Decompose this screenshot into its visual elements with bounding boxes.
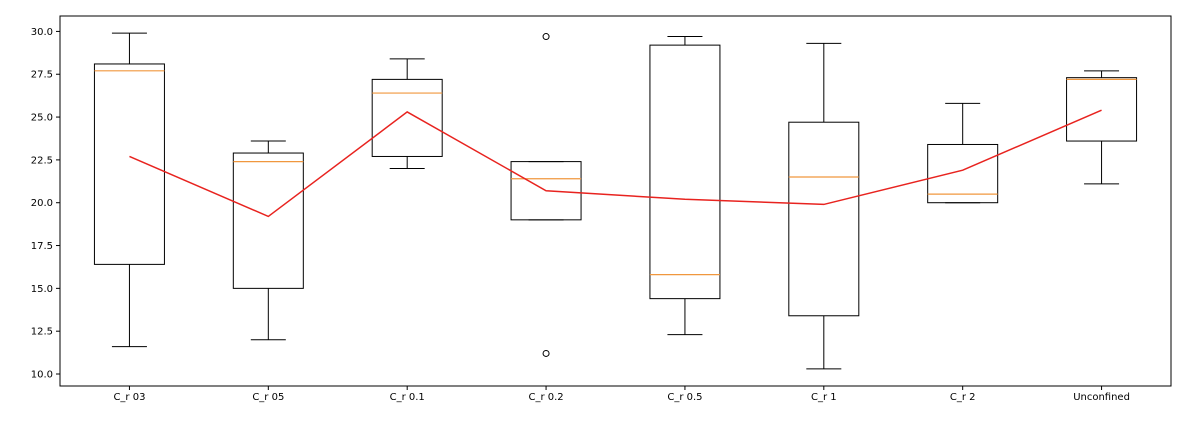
x-tick-label: C_r 03 bbox=[113, 392, 145, 403]
x-tick-label: Unconfined bbox=[1073, 392, 1130, 403]
box-iqr bbox=[232, 152, 304, 289]
y-tick-label: 17.5 bbox=[31, 241, 53, 252]
x-tick-label: C_r 2 bbox=[950, 392, 976, 403]
plot-layer bbox=[93, 32, 1138, 370]
x-tick-label: C_r 05 bbox=[252, 392, 284, 403]
box-iqr bbox=[510, 161, 582, 221]
y-tick-label: 27.5 bbox=[31, 70, 53, 81]
y-tick-label: 20.0 bbox=[31, 198, 53, 209]
outlier-point bbox=[542, 349, 550, 357]
x-tick-label: C_r 1 bbox=[811, 392, 837, 403]
box-group bbox=[788, 42, 860, 370]
x-tick-label: C_r 0.5 bbox=[667, 392, 702, 403]
x-tick-label: C_r 0.2 bbox=[528, 392, 563, 403]
box-group bbox=[1066, 70, 1138, 185]
axis-layer: 10.0 12.5 15.0 17.5 20.0 22.5 25.0 27.5 30.0 C_r … bbox=[31, 27, 1130, 403]
y-tick-label: 30.0 bbox=[31, 27, 53, 38]
box-group bbox=[93, 32, 165, 348]
box-iqr bbox=[788, 121, 860, 317]
y-tick-label: 22.5 bbox=[31, 155, 53, 166]
box-group bbox=[649, 36, 721, 336]
plot-frame bbox=[59, 15, 1172, 387]
box-iqr bbox=[927, 143, 999, 204]
box-iqr bbox=[371, 78, 443, 157]
x-tick-label: C_r 0.1 bbox=[390, 392, 425, 403]
box-iqr bbox=[649, 44, 721, 300]
box-group bbox=[371, 58, 443, 169]
box-group bbox=[927, 102, 999, 204]
y-tick-label: 12.5 bbox=[31, 327, 53, 338]
y-tick-label: 10.0 bbox=[31, 370, 53, 381]
y-tick-label: 25.0 bbox=[31, 113, 53, 124]
mean-line bbox=[129, 109, 1102, 218]
box-iqr bbox=[1066, 77, 1138, 142]
box-group bbox=[510, 33, 582, 357]
y-tick-label: 15.0 bbox=[31, 284, 53, 295]
outlier-point bbox=[542, 33, 550, 41]
box-iqr bbox=[93, 63, 165, 265]
box-group bbox=[232, 140, 304, 341]
